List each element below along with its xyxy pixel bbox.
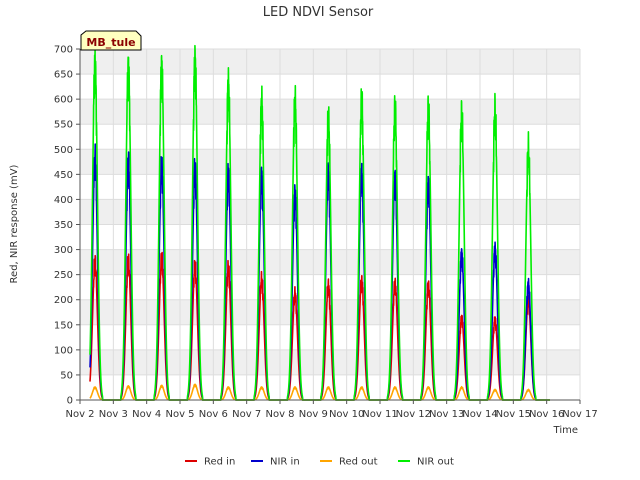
y-tick-label: 300 — [54, 245, 73, 256]
legend-label: NIR in — [270, 457, 300, 468]
y-tick-label: 600 — [54, 95, 73, 106]
red-out-line — [89, 383, 551, 401]
legend-label: Red in — [204, 457, 235, 468]
y-tick-label: 550 — [54, 120, 73, 131]
plot-band — [80, 49, 580, 75]
x-tick-labels: Nov 2 Nov 3 Nov 4 Nov 5 Nov 6 Nov 7 Nov 8 Nov 9… — [65, 400, 598, 420]
plot-band — [80, 349, 580, 375]
legend-label: Red out — [339, 457, 378, 468]
legend-item: NIR out — [398, 457, 454, 468]
x-tick-label: Nov 5 — [165, 409, 194, 420]
x-tick-label: Nov 4 — [132, 409, 161, 420]
y-tick-label: 250 — [54, 270, 73, 281]
y-tick-labels: 0 50 100 150 200 250 300 350 400 450 500 550 600 650 7… — [54, 45, 80, 407]
y-tick-label: 350 — [54, 220, 73, 231]
y-tick-label: 650 — [54, 70, 73, 81]
x-tick-label: Nov 3 — [99, 409, 128, 420]
legend: Red in NIR in Red out NIR out — [185, 457, 454, 468]
x-tick-label: Nov 16 — [529, 409, 564, 420]
x-tick-label: Nov 10 — [329, 409, 364, 420]
y-tick-label: 700 — [54, 45, 73, 56]
x-tick-label: Nov 14 — [462, 409, 497, 420]
x-tick-label: Nov 17 — [562, 409, 597, 420]
y-tick-label: 400 — [54, 195, 73, 206]
x-tick-label: Nov 9 — [299, 409, 328, 420]
site-label: MB_tule — [86, 36, 135, 49]
y-axis-label: Red, NIR response (mV) — [9, 164, 20, 283]
plot-band — [80, 99, 580, 125]
x-tick-label: Nov 11 — [362, 409, 397, 420]
y-tick-label: 200 — [54, 295, 73, 306]
y-tick-label: 0 — [67, 396, 73, 407]
y-tick-label: 450 — [54, 170, 73, 181]
x-axis-label: Time — [553, 425, 578, 436]
x-tick-label: Nov 7 — [232, 409, 261, 420]
y-tick-label: 150 — [54, 320, 73, 331]
x-tick-label: Nov 13 — [429, 409, 464, 420]
legend-item: NIR in — [251, 457, 300, 468]
legend-item: Red out — [320, 457, 378, 468]
x-tick-label: Nov 2 — [65, 409, 94, 420]
x-tick-label: Nov 12 — [396, 409, 431, 420]
y-tick-label: 100 — [54, 345, 73, 356]
site-label-box: MB_tule — [80, 30, 142, 51]
legend-item: Red in — [185, 457, 235, 468]
legend-label: NIR out — [417, 457, 454, 468]
x-tick-label: Nov 15 — [496, 409, 531, 420]
x-tick-label: Nov 6 — [199, 409, 228, 420]
chart-title: LED NDVI Sensor — [263, 5, 374, 20]
x-tick-label: Nov 8 — [265, 409, 294, 420]
y-tick-label: 500 — [54, 145, 73, 156]
y-tick-label: 50 — [60, 370, 73, 381]
